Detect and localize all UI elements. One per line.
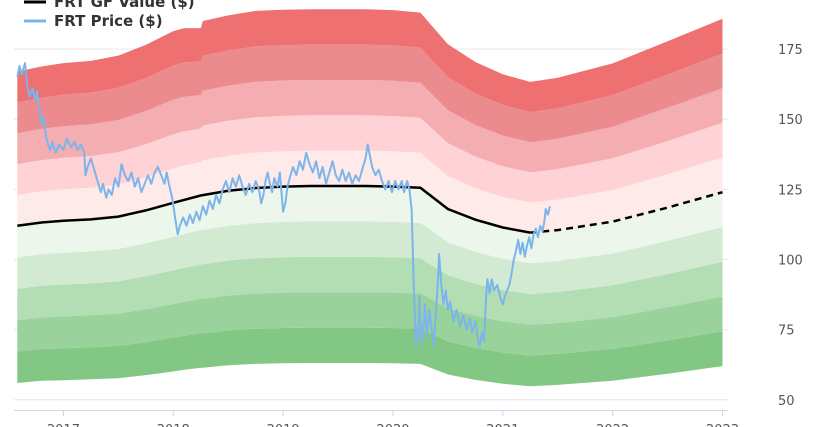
gf-value-estimate-line [530,190,723,234]
x-tick-label-2019: 2019 [267,423,300,427]
value-band-2 [17,256,723,325]
y-tick-label-50: 50 [778,394,795,409]
y-tick-label-125: 125 [778,183,803,198]
value-band-0 [17,327,723,387]
gf-value-line [17,184,531,234]
legend-item-price[interactable]: FRT Price ($) [24,12,163,30]
x-tick-label-2020: 2020 [376,423,409,427]
value-band-7 [17,80,723,173]
x-tick-label-2021: 2021 [486,423,519,427]
y-tick-label-100: 100 [778,254,803,269]
value-band-4 [17,186,723,264]
value-band-3 [17,221,723,295]
x-tick-label-2017: 2017 [47,423,80,427]
value-band-1 [17,292,723,356]
value-band-9 [17,9,723,113]
legend-label-price: FRT Price ($) [54,12,163,30]
price-line [16,62,551,348]
x-tick-label-2023: 2023 [706,423,739,427]
x-tick-label-2018: 2018 [157,423,190,427]
x-axis-ticks: 2017 2018 2019 2020 2021 2022 2023 [47,411,739,427]
legend[interactable]: FRT GF Value ($) FRT Price ($) [24,0,195,30]
y-tick-label-175: 175 [778,43,803,58]
value-band-6 [17,115,723,203]
legend-item-gf-value[interactable]: FRT GF Value ($) [24,0,195,11]
y-tick-label-75: 75 [778,324,795,339]
y-axis-ticks: 50 75 100 125 150 175 [778,43,803,409]
value-band-8 [17,44,723,143]
x-tick-label-2022: 2022 [596,423,629,427]
legend-label-gf-value: FRT GF Value ($) [54,0,195,11]
y-tick-label-150: 150 [778,113,803,128]
value-bands [17,9,723,387]
